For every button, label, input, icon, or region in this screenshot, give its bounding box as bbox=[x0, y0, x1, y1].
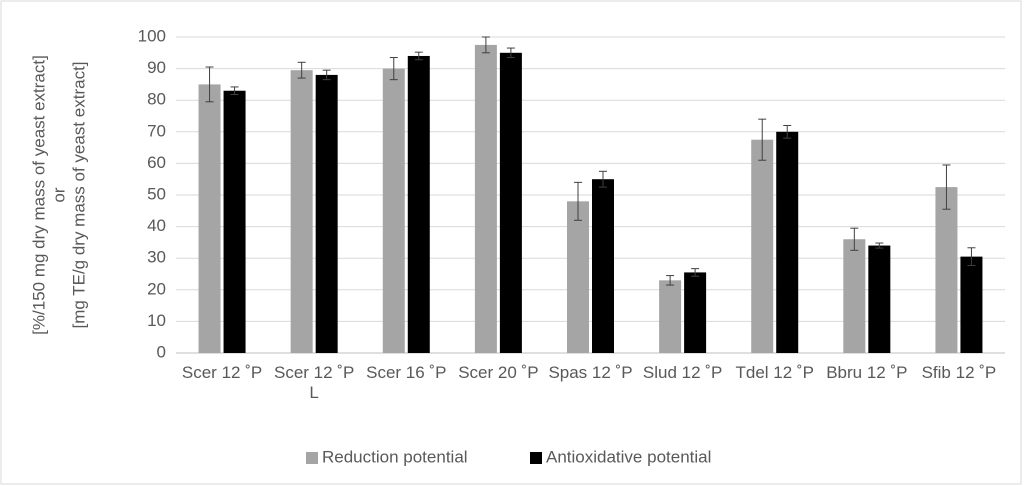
error-bar bbox=[506, 47, 515, 59]
bar bbox=[474, 44, 497, 354]
error-bar bbox=[389, 57, 398, 81]
error-bar bbox=[967, 247, 976, 266]
bar bbox=[315, 74, 338, 354]
y-tick-label: 60 bbox=[147, 153, 166, 172]
y-tick-label: 10 bbox=[147, 311, 166, 330]
x-tick-label: Slud 12 ˚P bbox=[642, 363, 723, 382]
bar bbox=[198, 84, 221, 354]
bar bbox=[382, 68, 405, 353]
x-tick-label: Scer 12 ˚P bbox=[181, 363, 263, 382]
x-tick-label: Spas 12 ˚P bbox=[548, 363, 633, 382]
bar bbox=[499, 52, 522, 354]
y-tick-label: 80 bbox=[147, 90, 166, 109]
x-tick-label: Scer 20 ˚P bbox=[458, 363, 539, 382]
error-bar bbox=[297, 61, 306, 79]
legend-label: Antioxidative potential bbox=[546, 447, 711, 466]
y-axis-label-line: or bbox=[49, 187, 68, 202]
y-axis-label: [%/150 mg dry mass of yeast extract] or [m… bbox=[29, 55, 88, 335]
error-bar bbox=[414, 51, 423, 61]
y-axis-label-line: [mg TE/g dry mass of yeast extract] bbox=[69, 61, 88, 328]
y-tick-label: 40 bbox=[147, 216, 166, 235]
error-bar bbox=[481, 36, 490, 54]
legend-label: Reduction potential bbox=[322, 447, 468, 466]
error-bar bbox=[205, 66, 214, 103]
y-tick-label: 70 bbox=[147, 121, 166, 140]
x-tick-label: Sfib 12 ˚P bbox=[921, 363, 997, 382]
bar bbox=[592, 179, 614, 353]
error-bar bbox=[230, 86, 239, 96]
y-tick-label: 100 bbox=[138, 26, 166, 45]
y-axis-label-line: [%/150 mg dry mass of yeast extract] bbox=[29, 55, 48, 335]
legend-swatch bbox=[530, 452, 542, 464]
x-tick-label: Scer 12 ˚P L bbox=[274, 363, 355, 402]
bar bbox=[843, 239, 866, 353]
error-bar bbox=[574, 181, 582, 221]
x-tick-label: Bbru 12 ˚P bbox=[826, 363, 908, 382]
error-bar bbox=[758, 118, 767, 161]
error-bar bbox=[599, 170, 607, 188]
y-tick-label: 90 bbox=[147, 58, 166, 77]
bar bbox=[776, 131, 799, 353]
x-tick-label: Tdel 12 ˚P bbox=[735, 363, 814, 382]
bar bbox=[567, 201, 589, 353]
bar bbox=[407, 55, 430, 354]
bar bbox=[223, 90, 246, 353]
y-tick-label: 0 bbox=[157, 342, 166, 361]
y-tick-label: 30 bbox=[147, 248, 166, 267]
y-tick-label: 20 bbox=[147, 279, 166, 298]
error-bar bbox=[666, 275, 675, 286]
bar bbox=[935, 187, 958, 353]
bar bbox=[751, 139, 774, 353]
error-bar bbox=[875, 242, 884, 249]
legend-swatch bbox=[306, 452, 318, 464]
bar bbox=[868, 245, 891, 353]
bar bbox=[684, 272, 707, 353]
bar bbox=[659, 280, 682, 353]
y-tick-label: 50 bbox=[147, 184, 166, 203]
x-tick-label: Scer 16 ˚P bbox=[366, 363, 447, 382]
bar bbox=[290, 70, 313, 354]
bar bbox=[960, 256, 983, 353]
error-bar bbox=[942, 164, 951, 210]
error-bar bbox=[783, 124, 792, 139]
error-bar bbox=[691, 268, 700, 277]
error-bar bbox=[322, 69, 331, 81]
error-bar bbox=[850, 227, 859, 251]
